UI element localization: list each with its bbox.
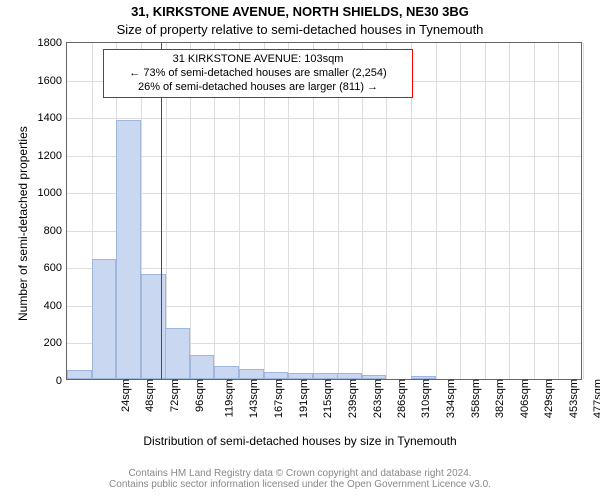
histogram-bar bbox=[190, 355, 215, 379]
y-tick-label: 1000 bbox=[38, 187, 67, 199]
gridline-v bbox=[534, 43, 535, 379]
y-tick-label: 1600 bbox=[38, 75, 67, 87]
y-tick-label: 800 bbox=[44, 225, 67, 237]
x-tick-label: 358sqm bbox=[468, 379, 482, 418]
x-tick-label: 167sqm bbox=[271, 379, 285, 418]
histogram-bar bbox=[362, 375, 387, 379]
x-tick-label: 477sqm bbox=[590, 379, 600, 418]
gridline-h bbox=[67, 231, 581, 232]
plot-area: 02004006008001000120014001600180024sqm48… bbox=[66, 42, 582, 380]
footer: Contains HM Land Registry data © Crown c… bbox=[0, 468, 600, 490]
x-tick-label: 239sqm bbox=[345, 379, 359, 418]
x-tick-label: 96sqm bbox=[192, 379, 206, 412]
gridline-v bbox=[460, 43, 461, 379]
chart-title-line2: Size of property relative to semi-detach… bbox=[0, 22, 600, 37]
histogram-bar bbox=[67, 370, 92, 379]
histogram-bar bbox=[165, 328, 190, 379]
histogram-bar bbox=[92, 259, 117, 379]
footer-line2: Contains public sector information licen… bbox=[0, 479, 600, 490]
chart-title-line1: 31, KIRKSTONE AVENUE, NORTH SHIELDS, NE3… bbox=[0, 4, 600, 19]
gridline-v bbox=[583, 43, 584, 379]
callout-line2: ← 73% of semi-detached houses are smalle… bbox=[110, 67, 406, 81]
x-tick-label: 286sqm bbox=[394, 379, 408, 418]
y-axis-label: Number of semi-detached properties bbox=[16, 126, 30, 321]
x-tick-label: 263sqm bbox=[370, 379, 384, 418]
y-tick-label: 400 bbox=[44, 300, 67, 312]
callout-box: 31 KIRKSTONE AVENUE: 103sqm ← 73% of sem… bbox=[103, 49, 413, 98]
x-tick-label: 72sqm bbox=[167, 379, 181, 412]
x-tick-label: 143sqm bbox=[246, 379, 260, 418]
gridline-h bbox=[67, 156, 581, 157]
x-tick-label: 382sqm bbox=[493, 379, 507, 418]
histogram-bar bbox=[116, 120, 141, 379]
gridline-v bbox=[485, 43, 486, 379]
gridline-h bbox=[67, 193, 581, 194]
gridline-v bbox=[558, 43, 559, 379]
gridline-h bbox=[67, 118, 581, 119]
x-tick-label: 24sqm bbox=[118, 379, 132, 412]
gridline-v bbox=[436, 43, 437, 379]
chart-container: { "title_line1": "31, KIRKSTONE AVENUE, … bbox=[0, 0, 600, 500]
x-tick-label: 334sqm bbox=[443, 379, 457, 418]
x-tick-label: 406sqm bbox=[517, 379, 531, 418]
histogram-bar bbox=[239, 369, 264, 379]
histogram-bar bbox=[313, 373, 338, 379]
y-tick-label: 0 bbox=[56, 375, 67, 387]
y-tick-label: 1400 bbox=[38, 112, 67, 124]
y-tick-label: 1200 bbox=[38, 150, 67, 162]
gridline-v bbox=[509, 43, 510, 379]
histogram-bar bbox=[264, 372, 289, 380]
x-tick-label: 48sqm bbox=[142, 379, 156, 412]
gridline-h bbox=[67, 268, 581, 269]
histogram-bar bbox=[288, 373, 313, 379]
x-tick-label: 453sqm bbox=[566, 379, 580, 418]
x-tick-label: 119sqm bbox=[221, 379, 235, 417]
y-tick-label: 200 bbox=[44, 337, 67, 349]
histogram-bar bbox=[337, 373, 362, 379]
x-tick-label: 215sqm bbox=[321, 379, 335, 418]
histogram-bar bbox=[214, 366, 239, 379]
callout-line3: 26% of semi-detached houses are larger (… bbox=[110, 81, 406, 95]
y-tick-label: 600 bbox=[44, 262, 67, 274]
x-tick-label: 310sqm bbox=[418, 379, 432, 418]
x-tick-label: 191sqm bbox=[296, 379, 310, 418]
histogram-bar bbox=[141, 274, 166, 379]
callout-line1: 31 KIRKSTONE AVENUE: 103sqm bbox=[110, 53, 406, 67]
x-tick-label: 429sqm bbox=[541, 379, 555, 418]
footer-line1: Contains HM Land Registry data © Crown c… bbox=[0, 468, 600, 479]
histogram-bar bbox=[411, 376, 436, 379]
x-axis-label: Distribution of semi-detached houses by … bbox=[0, 434, 600, 448]
y-tick-label: 1800 bbox=[38, 37, 67, 49]
